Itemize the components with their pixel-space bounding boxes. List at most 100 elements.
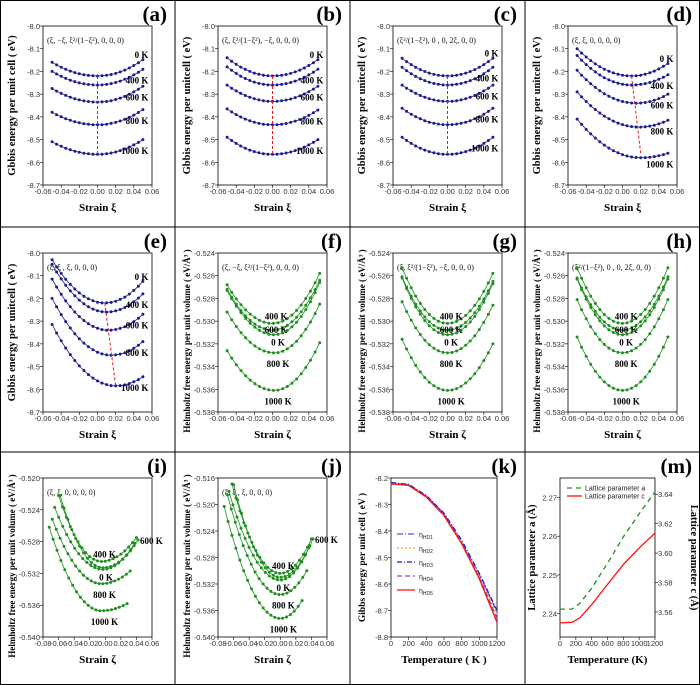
- y-tick-label: -0.524: [544, 249, 565, 258]
- data-point: [639, 82, 643, 86]
- x-tick-label: 0.02: [108, 187, 123, 196]
- data-point: [593, 62, 597, 66]
- data-point: [50, 140, 54, 144]
- legend-label: ηHD1: [419, 532, 433, 541]
- data-point: [491, 279, 495, 283]
- y-tick-label: -8.3: [27, 317, 40, 326]
- data-point: [409, 72, 413, 76]
- x-tick-label: -0.06: [384, 414, 401, 423]
- data-point: [132, 320, 136, 324]
- series-label: 0 K: [135, 50, 149, 60]
- data-point: [486, 86, 490, 90]
- data-point: [102, 609, 106, 613]
- data-point: [441, 388, 445, 392]
- data-point: [55, 142, 59, 146]
- x-tick-label: 400: [420, 639, 433, 648]
- data-point: [652, 79, 656, 83]
- x-axis-label: Strain ξ: [79, 202, 116, 214]
- data-point: [114, 353, 118, 357]
- data-point: [427, 320, 431, 324]
- y-tick-label: -8.1: [27, 45, 40, 54]
- data-point: [302, 145, 306, 149]
- data-point: [100, 310, 104, 314]
- y-tick-label: 2.25: [542, 571, 557, 580]
- data-point: [86, 345, 90, 349]
- data-point: [86, 603, 90, 607]
- data-point: [230, 68, 234, 72]
- data-point: [70, 558, 74, 562]
- x-tick-label: -0.04: [241, 639, 258, 648]
- data-point: [473, 94, 477, 97]
- x-tick-label: 0.06: [145, 414, 160, 423]
- data-point: [267, 321, 271, 325]
- data-point: [580, 276, 584, 280]
- y-tick-label: -8.3: [27, 90, 40, 99]
- data-point: [258, 328, 261, 332]
- data-point: [621, 321, 624, 325]
- data-point: [625, 124, 629, 128]
- data-point: [255, 560, 259, 564]
- data-point: [100, 381, 104, 385]
- data-point: [58, 494, 62, 497]
- data-point: [616, 388, 620, 392]
- data-point: [96, 350, 99, 354]
- panel-label: (i): [147, 454, 167, 478]
- data-point: [255, 553, 259, 557]
- data-point: [284, 577, 288, 581]
- data-point: [276, 332, 280, 336]
- data-point: [634, 384, 638, 388]
- data-point: [589, 306, 593, 309]
- data-point: [436, 386, 440, 390]
- data-point: [247, 545, 251, 549]
- panel-label: (g): [493, 229, 518, 253]
- data-point: [225, 310, 229, 314]
- data-point: [68, 118, 72, 122]
- data-point: [625, 321, 629, 325]
- series-label: 800 K: [126, 348, 149, 358]
- y-tick-label: -0.536: [544, 385, 565, 394]
- data-point: [257, 601, 261, 605]
- data-point: [100, 352, 104, 356]
- x-tick-label: -0.06: [559, 414, 576, 423]
- data-point: [257, 151, 261, 155]
- data-point: [248, 79, 252, 82]
- data-point: [59, 74, 63, 78]
- y-axis-label: Gbbis energy per unitcell ( eV): [7, 263, 18, 401]
- data-point: [86, 83, 90, 86]
- data-point: [400, 276, 404, 280]
- data-point: [234, 325, 238, 328]
- y-axis-label: Helmholtz free energy per unit volume ( …: [182, 474, 192, 657]
- plot-area: [42, 477, 153, 638]
- data-point: [132, 346, 136, 350]
- data-point: [68, 69, 72, 73]
- data-point: [648, 313, 652, 317]
- data-point: [101, 582, 105, 586]
- data-point: [100, 123, 104, 127]
- data-point: [229, 507, 233, 511]
- data-point: [405, 86, 409, 90]
- data-point: [281, 326, 285, 330]
- data-point: [643, 156, 647, 160]
- data-point: [616, 121, 620, 125]
- data-point: [64, 299, 68, 303]
- series-label: 800 K: [301, 116, 324, 126]
- data-point: [473, 77, 477, 81]
- data-point: [414, 294, 418, 298]
- y-tick-label: -8.0: [27, 249, 40, 258]
- series-label: 0 K: [660, 54, 674, 64]
- data-point: [441, 332, 445, 336]
- x-tick-label: -0.06: [225, 639, 242, 648]
- data-point: [82, 319, 86, 322]
- data-point: [621, 333, 624, 337]
- data-point: [630, 101, 634, 105]
- data-point: [580, 122, 584, 126]
- data-point: [118, 384, 122, 388]
- data-point: [602, 114, 606, 118]
- data-point: [482, 89, 486, 93]
- data-point: [580, 95, 584, 99]
- data-point: [118, 297, 122, 301]
- data-point: [266, 99, 270, 103]
- data-point: [286, 570, 290, 573]
- strain-mode-annotation: (ξ, ξ²/(1−ξ²), −ξ, 0, 0, 0): [397, 263, 474, 272]
- data-point: [400, 337, 404, 341]
